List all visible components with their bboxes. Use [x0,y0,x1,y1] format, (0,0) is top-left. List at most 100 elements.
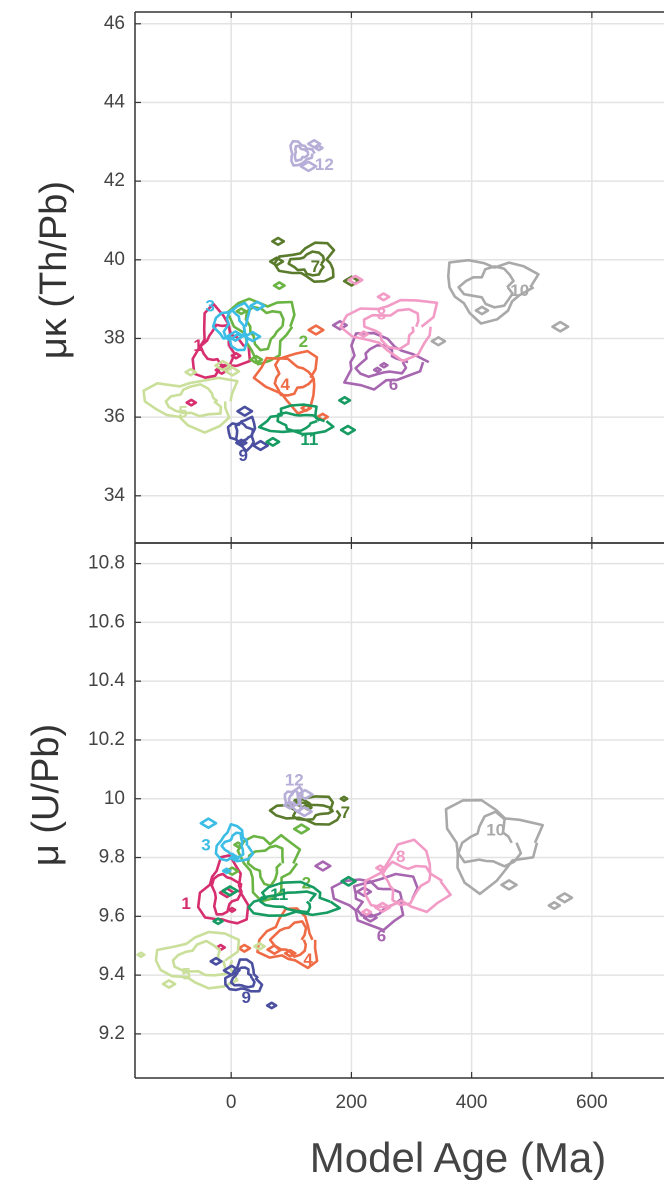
contour-ring [171,939,227,977]
contour-blob [224,366,241,377]
group-2-contours [225,823,311,903]
group-label-8: 8 [377,304,386,323]
contour-ring [236,833,302,903]
contour-ring [229,966,256,989]
y-tick-label: 34 [104,485,126,506]
group-3-contours [199,817,255,875]
contour-blob [306,138,322,149]
contour-ring [354,344,409,378]
contour-ring [244,305,285,352]
group-4-contours [252,324,330,422]
group-12-contours [282,785,314,818]
contour-ring [381,860,432,907]
contour-ring [246,844,285,888]
contour-blob [212,917,224,926]
contour-blob [226,330,245,342]
contour-blob [300,404,313,413]
contour-ring [224,958,264,993]
contour-ring [226,415,257,453]
contour-blob [282,800,297,810]
contour-blob [372,366,382,374]
group-9-contours [209,956,278,1010]
contour-blob [136,951,146,959]
contour-blob [243,330,262,343]
group-label-6: 6 [377,926,386,945]
group-label-11: 11 [270,885,288,904]
contour-blob [227,906,237,913]
group-label-5: 5 [181,965,190,984]
contour-blob [221,867,232,875]
contour-ring [154,930,241,990]
contour-blob [338,395,352,405]
group-label-9: 9 [241,988,250,1007]
group-8-contours [339,274,439,363]
contour-blob [474,305,490,316]
y-tick-label: 9.8 [99,847,125,868]
contour-blob [185,398,198,407]
contour-blob [214,359,232,372]
group-5-contours [136,930,266,990]
y-tick-label: 38 [104,327,125,348]
contour-blob [296,805,313,818]
group-label-11: 11 [300,430,318,449]
contour-blob [339,795,349,803]
contour-blob [265,1001,278,1010]
y-tick-label: 10.6 [88,611,125,632]
group-10-contours [430,258,570,347]
y-tick-label: 9.6 [99,905,125,926]
group-9-contours [226,405,270,453]
group-label-10: 10 [486,821,505,840]
contour-blob [314,860,332,872]
contour-ring [457,265,515,309]
contour-ring [222,308,247,341]
group-2-contours [226,281,296,366]
contour-ring [362,307,420,351]
group-label-2: 2 [299,332,308,351]
group-label-1: 1 [193,336,202,355]
group-11-contours [212,875,357,926]
contour-ring [268,795,342,826]
contour-ring [276,411,321,433]
contour-blob [292,823,311,835]
contour-blob [236,405,254,417]
group-5-contours [142,359,241,434]
contour-ring [343,331,430,391]
contour-ring [214,823,255,863]
contour-ring [247,880,341,917]
contour-blob [314,144,324,152]
contour-ring [142,376,239,434]
contour-blob [272,281,286,291]
contour-blob [379,361,389,369]
y-tick-label: 40 [104,249,125,270]
group-label-3: 3 [205,296,214,315]
contour-ring [289,139,316,167]
contour-blob [430,336,447,347]
contour-blob [547,900,562,911]
contour-ring [256,907,319,970]
group-10-contours [444,798,574,911]
contour-blob [221,885,239,897]
group-label-4: 4 [281,375,291,394]
contour-blob [331,319,348,331]
contour-blob [358,330,370,338]
group-label-7: 7 [311,257,320,276]
contour-blob [376,292,391,302]
contour-blob [249,354,264,365]
contour-blob [296,788,314,801]
y-tick-label: 10.8 [88,553,125,574]
contour-ring [457,810,523,868]
contour-ring [447,258,540,325]
y-tick-label: 10.2 [88,729,125,750]
group-4-contours [237,907,319,970]
group-label-6: 6 [389,375,398,394]
contour-blob [237,943,252,953]
contour-blob [268,256,285,267]
contour-blob [340,875,357,887]
group-6-contours [331,319,430,391]
x-axis-label: Model Age (Ma) [310,1134,606,1180]
contour-ring [273,357,316,397]
contour-ring [259,890,317,914]
contour-blob [355,886,373,898]
contour-blob [373,901,392,914]
